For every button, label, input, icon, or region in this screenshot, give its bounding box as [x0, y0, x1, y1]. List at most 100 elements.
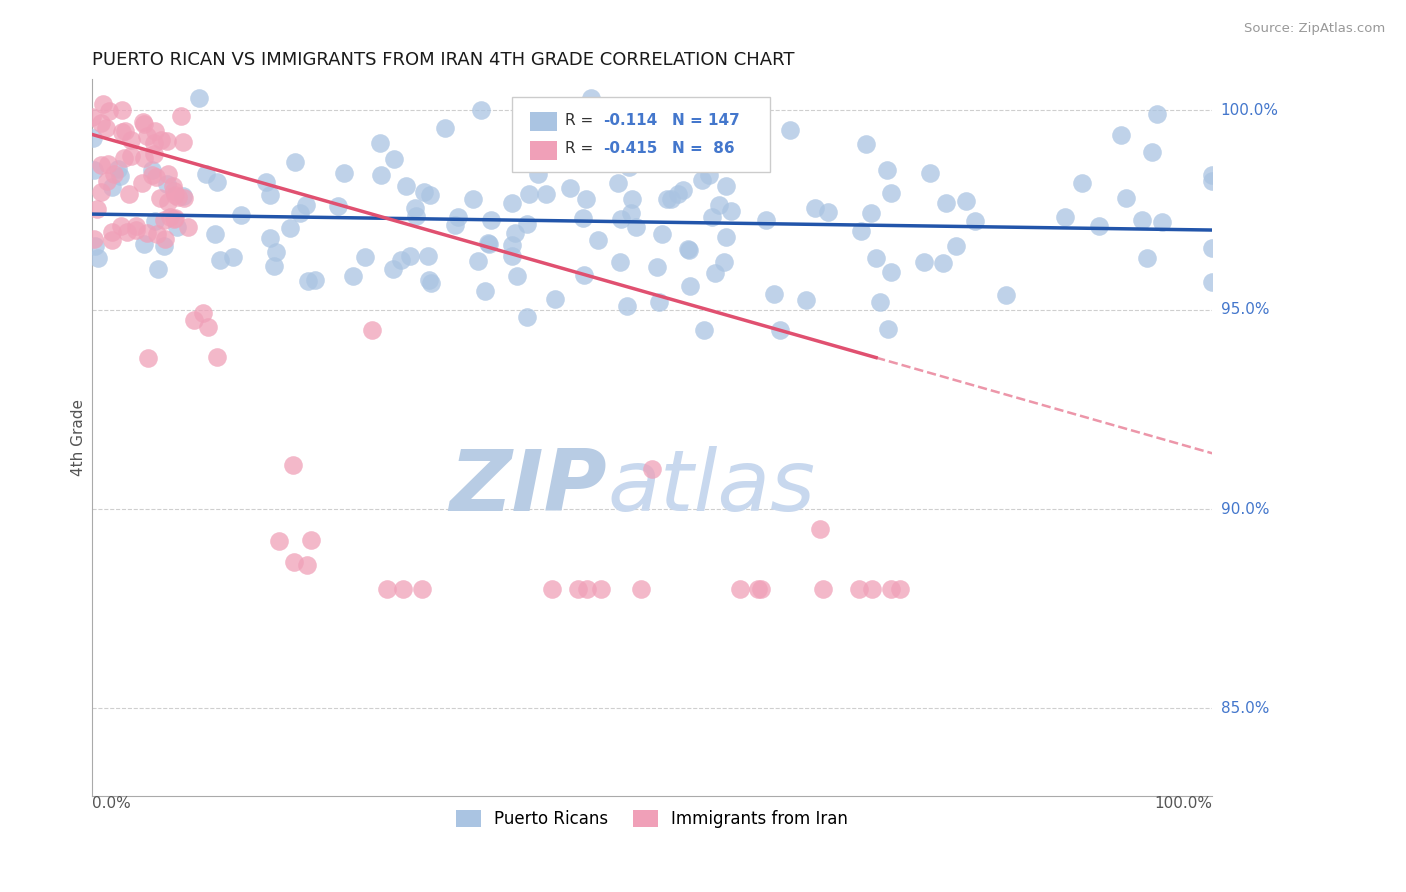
Point — [1111, 128, 1133, 143]
Point — [163, 211, 186, 226]
Point — [869, 294, 891, 309]
Point — [418, 273, 440, 287]
Point — [141, 162, 163, 177]
Point — [381, 261, 404, 276]
Text: 100.0%: 100.0% — [1154, 796, 1212, 811]
Point — [146, 227, 169, 242]
Point — [136, 351, 159, 365]
Point — [156, 178, 179, 192]
Point — [630, 582, 652, 596]
Point — [955, 194, 977, 208]
Text: atlas: atlas — [607, 446, 815, 529]
Point — [690, 173, 713, 187]
Point — [1115, 191, 1137, 205]
Point — [395, 178, 418, 193]
Point — [107, 161, 129, 176]
Point — [156, 194, 179, 209]
Text: 100.0%: 100.0% — [1220, 103, 1278, 118]
Point — [543, 293, 565, 307]
Point — [702, 210, 724, 224]
Point — [149, 133, 172, 147]
Point — [617, 160, 640, 174]
Point — [413, 186, 436, 200]
Point — [1088, 219, 1111, 233]
Point — [229, 208, 252, 222]
Point — [404, 202, 426, 216]
Point — [156, 134, 179, 148]
Point — [143, 136, 166, 150]
Point — [148, 261, 170, 276]
Point — [616, 299, 638, 313]
Point — [145, 170, 167, 185]
Text: 85.0%: 85.0% — [1220, 701, 1268, 716]
Point — [749, 582, 772, 596]
Point — [714, 178, 737, 193]
Point — [170, 109, 193, 123]
Point — [470, 103, 492, 117]
Point — [101, 225, 124, 239]
Point — [609, 254, 631, 268]
Point — [304, 273, 326, 287]
Text: -0.114: -0.114 — [603, 112, 657, 128]
Point — [860, 582, 883, 596]
FancyBboxPatch shape — [530, 141, 557, 160]
Point — [666, 186, 689, 201]
Point — [264, 245, 287, 260]
Point — [153, 213, 176, 227]
Point — [1053, 211, 1076, 225]
Point — [84, 239, 107, 253]
Point — [112, 151, 135, 165]
Point — [713, 254, 735, 268]
Point — [326, 199, 349, 213]
Point — [579, 91, 602, 105]
Point — [111, 125, 134, 139]
Point — [1071, 176, 1094, 190]
Point — [205, 176, 228, 190]
Point — [197, 319, 219, 334]
Point — [284, 155, 307, 169]
Point — [624, 220, 647, 235]
Point — [83, 162, 105, 177]
Point — [267, 534, 290, 549]
Point — [333, 166, 356, 180]
Point — [478, 237, 501, 252]
Point — [153, 238, 176, 252]
Point — [162, 178, 184, 193]
Point — [143, 124, 166, 138]
Point — [167, 190, 190, 204]
Point — [375, 582, 398, 596]
Point — [855, 136, 877, 151]
Point — [560, 181, 582, 195]
Point — [153, 232, 176, 246]
Point — [536, 187, 558, 202]
Text: PUERTO RICAN VS IMMIGRANTS FROM IRAN 4TH GRADE CORRELATION CHART: PUERTO RICAN VS IMMIGRANTS FROM IRAN 4TH… — [91, 51, 794, 69]
Y-axis label: 4th Grade: 4th Grade — [72, 399, 86, 475]
Point — [295, 558, 318, 573]
Point — [177, 219, 200, 234]
Point — [90, 116, 112, 130]
Point — [461, 192, 484, 206]
Point — [703, 107, 725, 121]
Point — [132, 115, 155, 129]
Point — [183, 312, 205, 326]
Point — [963, 214, 986, 228]
Point — [572, 211, 595, 225]
Point — [399, 249, 422, 263]
Point — [419, 187, 441, 202]
Point — [860, 205, 883, 219]
Point — [932, 256, 955, 270]
Point — [118, 186, 141, 201]
Point — [503, 227, 526, 241]
Point — [572, 268, 595, 282]
Point — [467, 253, 489, 268]
Point — [290, 206, 312, 220]
Point — [1140, 145, 1163, 159]
Point — [945, 238, 967, 252]
Point — [188, 91, 211, 105]
Text: R =: R = — [565, 142, 598, 156]
Point — [678, 243, 700, 257]
Point — [620, 192, 643, 206]
Point — [474, 284, 496, 298]
Point — [259, 187, 281, 202]
Point — [880, 582, 903, 596]
